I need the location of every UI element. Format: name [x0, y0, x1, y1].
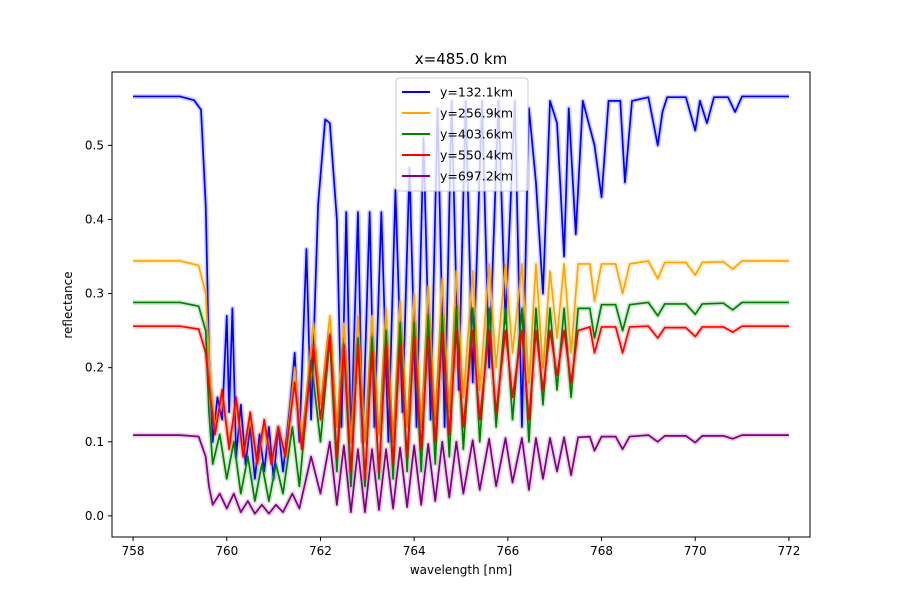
y-tick-label: 0.1 [85, 435, 104, 449]
series-line-5 [133, 434, 789, 515]
x-tick-label: 762 [309, 544, 332, 558]
chart-title: x=485.0 km [415, 50, 507, 68]
x-axis: 758 760 762 764 766 768 770 772 [122, 537, 800, 558]
x-tick-label: 772 [777, 544, 800, 558]
legend-label-4: y=550.4km [440, 148, 513, 163]
legend-label-2: y=256.9km [440, 106, 513, 121]
y-axis-label: reflectance [61, 271, 75, 338]
series-line-3 [133, 301, 789, 502]
y-tick-label: 0.2 [85, 361, 104, 375]
y-tick-label: 0.3 [85, 287, 104, 301]
x-tick-label: 770 [684, 544, 707, 558]
x-tick-label: 760 [215, 544, 238, 558]
x-tick-label: 764 [403, 544, 426, 558]
legend-label-5: y=697.2km [440, 169, 513, 184]
y-axis: 0.0 0.1 0.2 0.3 0.4 0.5 [85, 138, 112, 523]
y-tick-label: 0.0 [85, 509, 104, 523]
series-line-4 [133, 325, 789, 480]
y-tick-label: 0.5 [85, 138, 104, 152]
axes-frame [111, 71, 811, 538]
x-axis-label: wavelength [nm] [410, 563, 512, 577]
legend-label-1: y=132.1km [440, 85, 513, 100]
y-tick-label: 0.4 [85, 212, 104, 226]
x-tick-label: 766 [496, 544, 519, 558]
x-tick-label: 768 [590, 544, 613, 558]
x-tick-label: 758 [122, 544, 145, 558]
legend-label-3: y=403.6km [440, 127, 513, 142]
legend-box [395, 77, 529, 192]
legend: y=132.1km y=256.9km y=403.6km y=550.4km y=69… [395, 77, 529, 192]
